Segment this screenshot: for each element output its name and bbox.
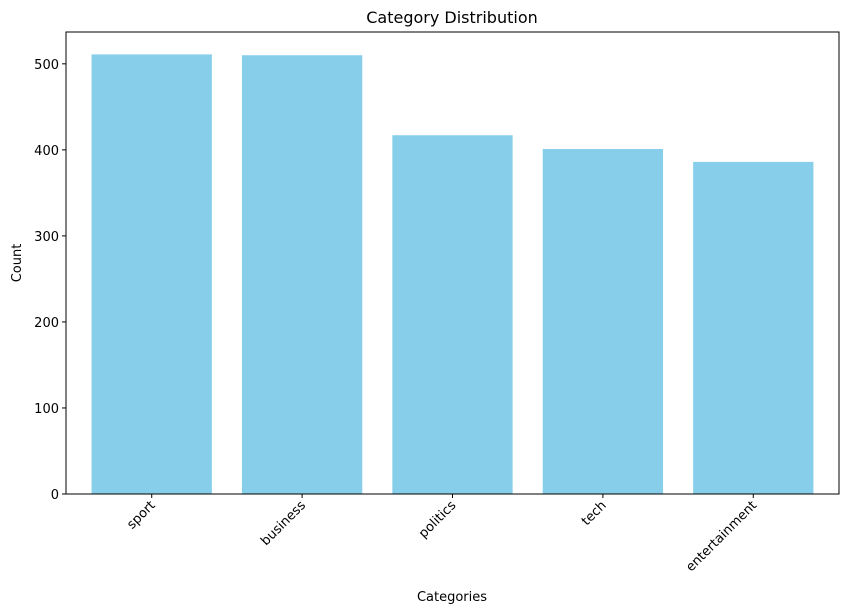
x-tick-label: sport (124, 498, 158, 532)
y-tick-label: 200 (34, 316, 59, 331)
bar-tech (542, 149, 664, 494)
plot-frame (65, 31, 840, 495)
y-axis: 0 100 200 300 400 500 (34, 58, 66, 503)
y-tick-label: 0 (51, 488, 59, 503)
y-tick-label: 100 (34, 402, 59, 417)
bar-politics (392, 135, 513, 494)
y-axis-label: Count (10, 244, 25, 283)
bar-sport (91, 54, 212, 494)
x-axis-label: Categories (417, 590, 487, 605)
chart-title: Category Distribution (366, 8, 538, 27)
x-tick-label: entertainment (683, 498, 760, 575)
y-tick-label: 500 (34, 58, 59, 73)
bar-entertainment (693, 161, 814, 494)
x-axis: sport business politics tech entertainment (124, 494, 760, 575)
x-tick-label: politics (416, 498, 459, 541)
y-tick-label: 300 (34, 230, 59, 245)
x-tick-label: tech (579, 498, 610, 529)
bar-business (241, 55, 363, 494)
y-tick-label: 400 (34, 144, 59, 159)
bars-group (91, 54, 814, 494)
x-tick-label: business (258, 498, 309, 549)
